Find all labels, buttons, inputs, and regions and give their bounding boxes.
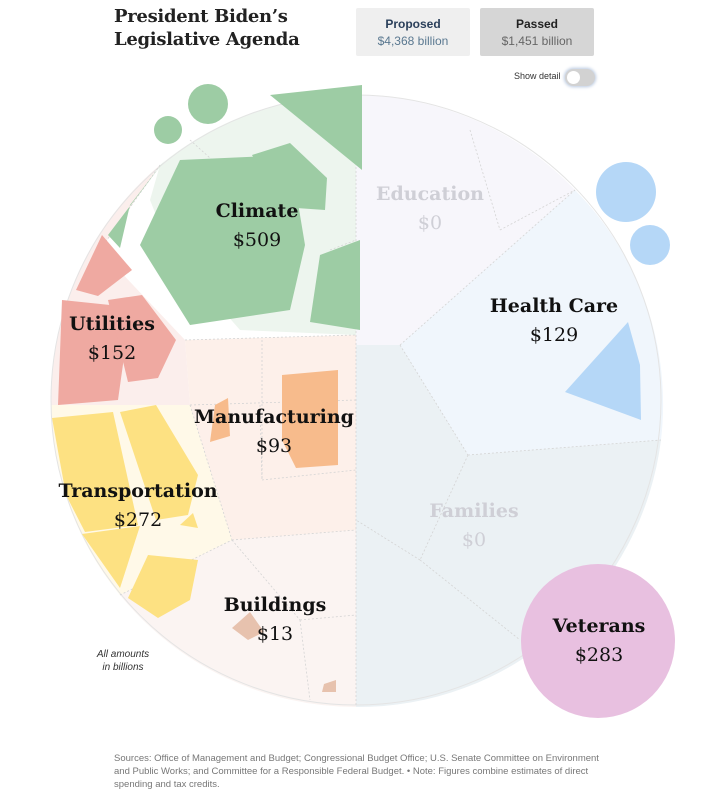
label-buildings: Buildings <box>224 594 327 616</box>
label-utilities: Utilities <box>69 313 155 335</box>
voronoi-chart: Climate $509 Utilities $152 Manufacturing $93… <box>50 84 675 718</box>
value-climate: $509 <box>233 229 281 251</box>
transportation-cell-3 <box>82 526 140 588</box>
transportation-cells <box>52 405 198 618</box>
sources-note: Sources: Office of Management and Budget… <box>114 753 599 790</box>
label-transportation: Transportation <box>58 480 217 502</box>
value-health-care: $129 <box>530 324 578 346</box>
utilities-cells <box>58 235 176 405</box>
value-education: $0 <box>418 212 442 234</box>
label-manufacturing: Manufacturing <box>194 406 354 428</box>
manufacturing-cell-1 <box>282 370 338 468</box>
climate-bubble-small <box>154 116 182 144</box>
utilities-cell-2 <box>58 300 125 405</box>
cell-lines <box>99 95 662 707</box>
title-line-1: President Biden’s <box>114 6 288 27</box>
transportation-cell-2 <box>120 405 198 520</box>
buildings-cell-2 <box>322 680 336 692</box>
value-buildings: $13 <box>257 623 293 645</box>
region-education-bg <box>356 95 575 345</box>
value-veterans: $283 <box>575 644 623 666</box>
value-manufacturing: $93 <box>256 435 292 457</box>
chart-title: President Biden’s Legislative Agenda <box>114 5 314 51</box>
label-families: Families <box>429 500 518 522</box>
passed-label: Passed <box>515 17 559 31</box>
proposed-button[interactable]: Proposed $4,368 billion <box>356 8 470 56</box>
amounts-note-line-1: All amounts <box>96 649 150 660</box>
buildings-cells <box>232 612 336 692</box>
utilities-cell-3 <box>108 295 176 382</box>
transportation-cell-4 <box>128 555 198 618</box>
label-health-care: Health Care <box>490 295 618 317</box>
transportation-cell-5 <box>180 513 198 528</box>
label-education: Education <box>376 183 484 205</box>
buildings-cell-1 <box>232 612 264 640</box>
label-veterans: Veterans <box>552 615 646 637</box>
proposed-value: $4,368 billion <box>377 34 449 48</box>
manufacturing-cells <box>210 370 338 468</box>
value-transportation: $272 <box>114 509 162 531</box>
passed-button[interactable]: Passed $1,451 billion <box>480 8 594 56</box>
climate-cell-5 <box>108 160 165 248</box>
toggle-knob <box>567 71 580 84</box>
utilities-cell-1 <box>76 235 132 296</box>
climate-bubble-large <box>188 84 228 124</box>
climate-cells <box>108 85 362 330</box>
show-detail-toggle[interactable] <box>565 69 595 86</box>
healthcare-bubble-large <box>596 162 656 222</box>
amounts-note: All amounts in billions <box>88 648 158 674</box>
healthcare-cell <box>565 322 641 420</box>
title-line-2: Legislative Agenda <box>114 29 300 50</box>
value-utilities: $152 <box>88 342 136 364</box>
climate-cell-4 <box>310 240 360 330</box>
label-climate: Climate <box>216 200 299 222</box>
climate-cell-2 <box>252 143 327 210</box>
climate-cell-3 <box>270 85 362 170</box>
amounts-note-line-2: in billions <box>102 662 144 673</box>
category-labels: Climate $509 Utilities $152 Manufacturing $93… <box>58 183 645 666</box>
healthcare-bubble-small <box>630 225 670 265</box>
region-families-bg <box>356 345 661 708</box>
value-families: $0 <box>462 529 486 551</box>
passed-value: $1,451 billion <box>501 34 573 48</box>
transportation-cell-1 <box>52 412 138 532</box>
veterans-bubble <box>521 564 675 718</box>
climate-cell-1 <box>140 155 305 325</box>
proposed-label: Proposed <box>385 17 441 31</box>
show-detail-label: Show detail <box>514 71 561 81</box>
manufacturing-cell-2 <box>210 398 230 442</box>
